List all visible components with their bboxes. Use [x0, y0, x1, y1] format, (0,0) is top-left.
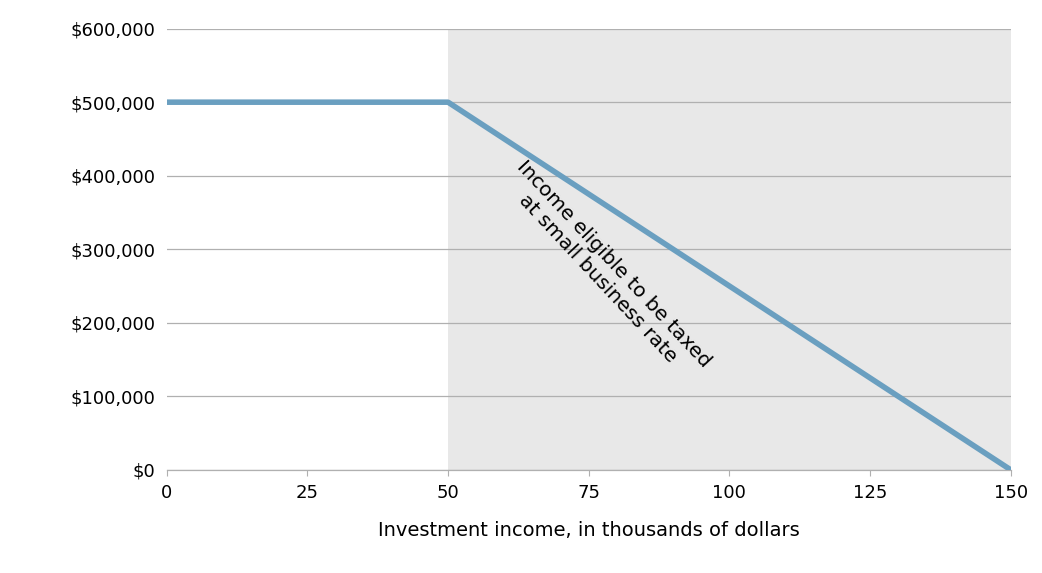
Bar: [448, 29, 1011, 470]
Text: Income eligible to be taxed
at small business rate: Income eligible to be taxed at small bus…: [497, 157, 715, 386]
X-axis label: Investment income, in thousands of dollars: Investment income, in thousands of dolla…: [378, 521, 799, 540]
